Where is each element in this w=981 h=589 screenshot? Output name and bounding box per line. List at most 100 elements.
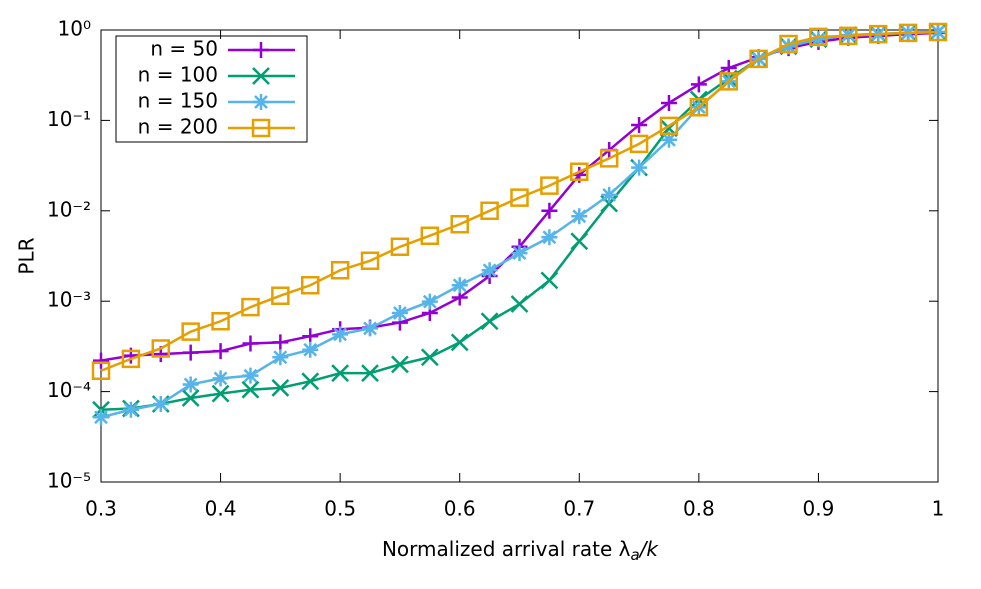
y-tick-label: 10⁻⁴ [47, 378, 91, 402]
x-axis-label: Normalized arrival rate λa/k [382, 537, 659, 564]
x-tick-label: 0.8 [683, 497, 715, 521]
marker [331, 364, 350, 383]
x-tick-label: 1 [932, 497, 945, 521]
marker [241, 297, 260, 317]
x-tick-label: 0.5 [324, 497, 356, 521]
marker [301, 276, 320, 295]
marker [421, 293, 438, 310]
x-tick-label: 0.9 [803, 497, 835, 521]
marker [659, 116, 679, 136]
marker [450, 214, 469, 234]
marker [481, 262, 498, 279]
marker [480, 201, 499, 221]
marker [839, 26, 858, 46]
marker [928, 22, 948, 42]
marker [689, 97, 709, 117]
marker [271, 378, 290, 397]
marker [242, 367, 259, 384]
x-tick-label: 0.4 [205, 497, 237, 521]
y-axis-label: PLR [15, 237, 39, 274]
marker [211, 312, 230, 331]
marker [599, 149, 619, 168]
marker [182, 344, 199, 361]
marker [749, 49, 768, 69]
marker [121, 349, 141, 369]
marker [898, 23, 918, 43]
marker [541, 229, 558, 246]
marker [391, 355, 409, 374]
marker [151, 339, 171, 358]
legend-label: n = 50 [150, 37, 218, 61]
marker [212, 343, 229, 360]
y-tick-label: 10⁻² [47, 197, 91, 221]
marker [211, 384, 230, 403]
marker [810, 31, 827, 48]
marker [332, 326, 349, 343]
marker [420, 348, 439, 367]
marker [362, 320, 379, 337]
marker [93, 409, 109, 426]
marker [152, 395, 169, 412]
legend-marker [253, 94, 269, 110]
x-tick-label: 0.7 [563, 497, 595, 521]
marker [629, 134, 649, 154]
y-tick-label: 10⁻³ [47, 288, 91, 312]
marker [122, 401, 139, 418]
marker [241, 380, 260, 399]
y-tick-label: 10⁻⁵ [47, 469, 91, 493]
marker [181, 389, 200, 407]
marker [779, 34, 798, 54]
marker [242, 335, 259, 352]
x-tick-label: 0.6 [444, 497, 476, 521]
y-tick-label: 10⁰ [58, 17, 91, 41]
marker [272, 334, 289, 351]
marker [271, 286, 290, 305]
marker [360, 251, 380, 271]
marker [182, 376, 199, 393]
legend-box [115, 35, 308, 143]
marker [302, 328, 319, 345]
marker [809, 27, 828, 47]
marker [631, 116, 648, 133]
marker [330, 260, 350, 280]
y-tick-label: 10⁻¹ [47, 107, 91, 131]
marker [181, 322, 200, 341]
x-tick-label: 0.3 [85, 497, 117, 521]
marker [540, 176, 559, 195]
x-axis-label-suffix: /k [638, 537, 660, 561]
marker [390, 237, 410, 257]
legend-label: n = 100 [138, 63, 218, 87]
marker [719, 72, 738, 91]
marker [631, 159, 648, 176]
legend-marker [252, 67, 270, 85]
marker [510, 188, 529, 207]
marker [450, 333, 469, 352]
marker [272, 349, 289, 366]
marker [91, 361, 111, 381]
marker [570, 232, 589, 251]
plot-frame [100, 29, 939, 483]
marker [660, 94, 677, 111]
marker [391, 305, 408, 322]
marker [510, 295, 529, 313]
marker [212, 370, 229, 387]
marker [780, 38, 797, 55]
marker [571, 208, 588, 225]
legend-marker [253, 42, 269, 58]
marker [302, 341, 319, 358]
marker [451, 277, 468, 294]
x-axis-label-subscript: a [630, 546, 639, 564]
legend-marker [251, 118, 271, 138]
legend-label: n = 200 [138, 115, 218, 139]
marker [511, 245, 528, 262]
x-axis-label-text: Normalized arrival rate λ [382, 537, 631, 561]
marker [601, 186, 618, 203]
marker [361, 364, 379, 383]
legend-label: n = 150 [138, 89, 218, 113]
marker [570, 162, 589, 182]
marker [301, 372, 320, 391]
marker [420, 226, 440, 245]
marker [660, 131, 677, 148]
